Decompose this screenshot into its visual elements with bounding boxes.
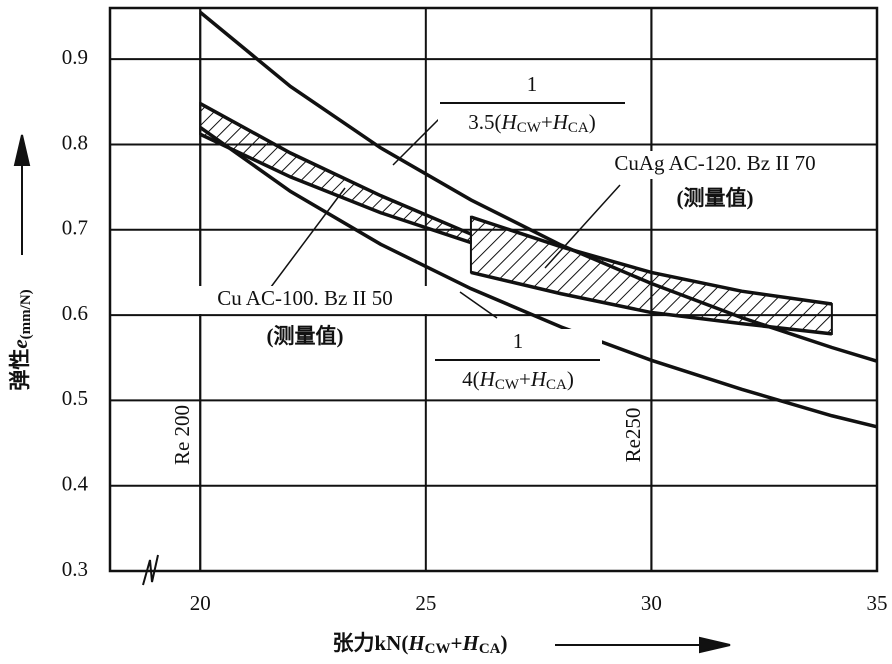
curve-denominator-part: H <box>552 110 570 134</box>
band-lower <box>199 132 472 245</box>
y-axis-arrow <box>13 134 31 255</box>
band-upper <box>199 102 472 236</box>
x-axis-label-part: H <box>461 631 479 655</box>
y-tick-label: 0.3 <box>62 557 88 581</box>
x-tick-label: 25 <box>415 591 436 615</box>
leader-line <box>392 117 441 166</box>
x-axis-label-part: H <box>407 631 425 655</box>
x-axis-arrow <box>555 636 731 654</box>
curve-denominator-part: CA <box>568 120 589 136</box>
curve-denominator-part: CA <box>546 377 567 393</box>
curve-numerator: 1 <box>513 329 524 353</box>
band-upper <box>470 215 833 306</box>
curve-denominator-part: H <box>530 367 548 391</box>
curve-denominator-part: H <box>479 367 497 391</box>
x-axis-label-part: CA <box>479 641 501 657</box>
curve-numerator: 1 <box>527 72 538 96</box>
leader-line <box>264 187 346 296</box>
y-tick-label: 0.6 <box>62 301 88 325</box>
x-axis-label-part: CW <box>425 641 451 657</box>
label-bg <box>590 151 840 179</box>
curve-denominator: 3.5(HCW+HCA) <box>468 110 595 136</box>
curve-denominator-part: + <box>541 110 553 134</box>
label-bg <box>665 186 765 214</box>
curve-denominator-part: 3.5( <box>468 110 501 134</box>
reference-label: Re 200 <box>170 405 194 465</box>
y-axis-label: 弹性e(mm/N) <box>8 289 34 390</box>
y-axis-label-part: e <box>8 339 32 348</box>
band-note: (测量值) <box>267 324 344 348</box>
leader-line <box>459 291 498 319</box>
curve-denominator-part: ) <box>567 367 574 391</box>
y-tick-label: 0.7 <box>62 216 88 240</box>
curve-denominator-part: H <box>501 110 519 134</box>
curve-denominator-part: 4( <box>462 367 480 391</box>
band-label: Cu AC-100. Bz II 50 <box>217 286 393 310</box>
label-bg <box>433 329 602 395</box>
x-tick-label: 20 <box>190 591 211 615</box>
band-note: (测量值) <box>677 186 754 210</box>
curve-denominator: 4(HCW+HCA) <box>462 367 574 393</box>
x-axis-label-part: + <box>451 631 463 655</box>
label-bg <box>255 324 355 352</box>
y-tick-label: 0.4 <box>62 472 89 496</box>
x-tick-label: 30 <box>641 591 662 615</box>
curve-denominator-part: + <box>519 367 531 391</box>
curve <box>199 125 878 429</box>
x-axis-label-part: 张力kN( <box>332 631 408 655</box>
curve-denominator-part: CW <box>495 377 520 393</box>
y-axis-label-part: (mm/N) <box>18 289 34 339</box>
y-axis-label-part: 弹性 <box>8 349 32 391</box>
x-tick-label: 35 <box>867 591 888 615</box>
reference-label: Re250 <box>621 408 645 463</box>
curve-denominator-part: CW <box>517 120 542 136</box>
curve-denominator-part: ) <box>589 110 596 134</box>
curve <box>199 10 878 363</box>
y-tick-label: 0.9 <box>62 45 88 69</box>
y-tick-label: 0.5 <box>62 386 88 410</box>
label-bg <box>438 72 627 138</box>
leader-line <box>544 184 621 269</box>
x-axis-label: 张力kN(HCW+HCA) <box>332 631 507 657</box>
label-bg <box>180 286 430 314</box>
band-label: CuAg AC-120. Bz II 70 <box>614 151 815 175</box>
x-axis-label-part: ) <box>501 631 508 655</box>
y-tick-label: 0.8 <box>62 130 88 154</box>
